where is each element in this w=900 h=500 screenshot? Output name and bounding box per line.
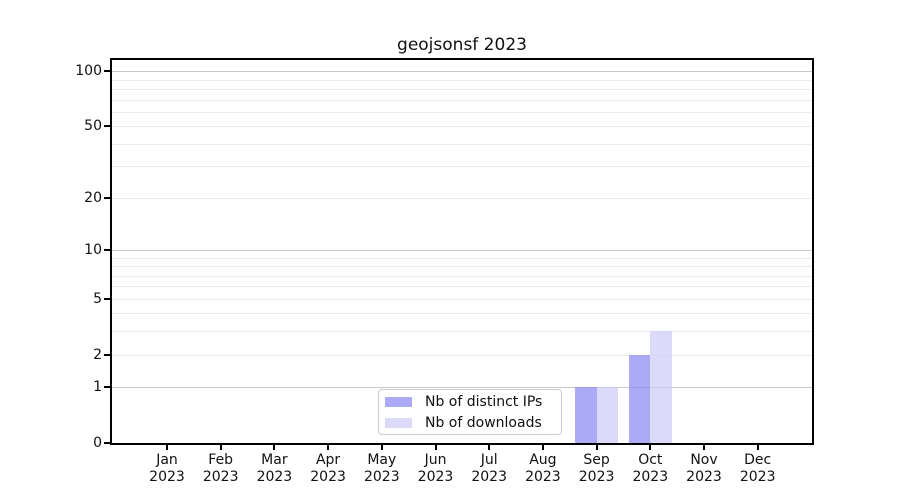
x-tick-label-year: 2023 (149, 469, 185, 485)
major-gridline (112, 387, 812, 389)
x-tick-label-month: Nov (690, 452, 718, 468)
plot-area (104, 58, 814, 450)
x-tick-label-year: 2023 (578, 469, 615, 485)
y-tick-label: 1 (93, 379, 102, 396)
x-tick-label-year: 2023 (363, 469, 400, 485)
y-tick-mark (104, 196, 110, 199)
x-tick-mark (273, 445, 276, 450)
legend: Nb of distinct IPs Nb of downloads (378, 389, 562, 435)
minor-gridline (112, 257, 812, 259)
y-tick-label: 10 (84, 241, 102, 258)
minor-gridline (112, 298, 812, 300)
x-tick-mark (756, 445, 759, 450)
chart-title: geojsonsf 2023 (397, 35, 527, 55)
minor-gridline (112, 266, 812, 267)
x-tick-label: Nov 2023 (672, 452, 736, 486)
y-tick-mark (104, 297, 110, 300)
x-tick-mark (541, 445, 544, 450)
x-tick-label-month: Feb (208, 452, 234, 468)
minor-gridline (112, 275, 812, 277)
x-tick-label-month: May (367, 452, 397, 468)
x-tick-mark (703, 445, 705, 450)
x-tick-label: Feb 2023 (189, 452, 253, 486)
y-tick-mark (104, 386, 110, 389)
x-tick-label-month: Dec (744, 452, 772, 468)
x-tick-label-year: 2023 (632, 469, 669, 485)
y-tick-label: 2 (93, 346, 102, 363)
x-tick-label-year: 2023 (686, 469, 722, 485)
x-tick-label-month: Jun (424, 452, 447, 468)
x-tick-mark (488, 445, 491, 450)
legend-swatch-distinct-ips (385, 396, 412, 407)
x-tick-label-year: 2023 (739, 469, 776, 485)
bar-oct-downloads (650, 331, 672, 443)
x-tick-label-year: 2023 (310, 469, 346, 485)
x-tick-label-month: Aug (529, 452, 557, 468)
minor-gridline (112, 197, 812, 199)
x-tick-mark (327, 445, 330, 450)
minor-gridline (112, 331, 812, 333)
legend-swatch-downloads (385, 417, 412, 428)
x-tick-mark (166, 445, 168, 450)
x-tick-label: Dec 2023 (726, 452, 790, 486)
x-tick-label: Aug 2023 (511, 452, 575, 486)
y-tick-mark (104, 125, 110, 128)
x-tick-label-month: Sep (583, 452, 610, 468)
minor-gridline (112, 354, 812, 356)
minor-gridline (112, 126, 812, 128)
x-tick-label: Jan 2023 (135, 452, 199, 486)
y-tick-label: 100 (75, 63, 102, 80)
y-tick-label: 5 (93, 290, 102, 307)
x-tick-label-month: Apr (315, 452, 341, 468)
x-tick-label-year: 2023 (256, 469, 293, 485)
x-tick-label-year: 2023 (417, 469, 454, 485)
x-tick-label: Apr 2023 (296, 452, 360, 486)
x-tick-label-year: 2023 (525, 469, 561, 485)
minor-gridline (112, 313, 812, 315)
x-tick-mark (219, 445, 222, 450)
x-tick-label: Sep 2023 (565, 452, 629, 486)
legend-item-downloads: Nb of downloads (385, 415, 553, 431)
y-tick-mark (104, 442, 110, 444)
minor-gridline (112, 111, 812, 113)
y-tick-label: 50 (84, 118, 102, 135)
legend-label-downloads: Nb of downloads (425, 414, 542, 431)
x-tick-label: Jun 2023 (404, 452, 468, 486)
x-tick-mark (649, 445, 652, 450)
y-tick-mark (104, 248, 110, 251)
minor-gridline (112, 88, 812, 90)
minor-gridline (112, 286, 812, 288)
x-tick-label-month: Oct (638, 452, 663, 468)
y-tick-label: 20 (84, 189, 102, 206)
x-tick-label: Jul 2023 (457, 452, 521, 486)
legend-item-distinct-ips: Nb of distinct IPs (385, 394, 553, 410)
minor-gridline (112, 79, 812, 81)
legend-label-distinct-ips: Nb of distinct IPs (425, 393, 543, 410)
x-tick-label: May 2023 (350, 452, 414, 486)
major-gridline (112, 249, 812, 251)
x-tick-label-month: Mar (261, 452, 288, 468)
minor-gridline (112, 99, 812, 101)
x-tick-label: Mar 2023 (242, 452, 306, 486)
x-tick-label-year: 2023 (202, 469, 239, 485)
y-tick-mark (104, 353, 110, 356)
x-tick-label-month: Jan (156, 452, 178, 468)
minor-gridline (112, 166, 812, 168)
x-tick-mark (434, 445, 437, 450)
y-tick-mark (104, 70, 110, 73)
x-tick-mark (595, 445, 598, 450)
x-tick-label: Oct 2023 (618, 452, 682, 486)
bar-oct-distinct-ips (628, 354, 651, 443)
bar-sep-distinct-ips (575, 387, 597, 443)
x-tick-label-year: 2023 (471, 469, 507, 485)
x-tick-label-month: Jul (480, 452, 498, 468)
minor-gridline (112, 143, 812, 145)
y-tick-label: 0 (93, 435, 102, 451)
major-gridline (112, 71, 812, 73)
x-tick-mark (380, 445, 383, 450)
bar-sep-downloads (596, 387, 619, 443)
